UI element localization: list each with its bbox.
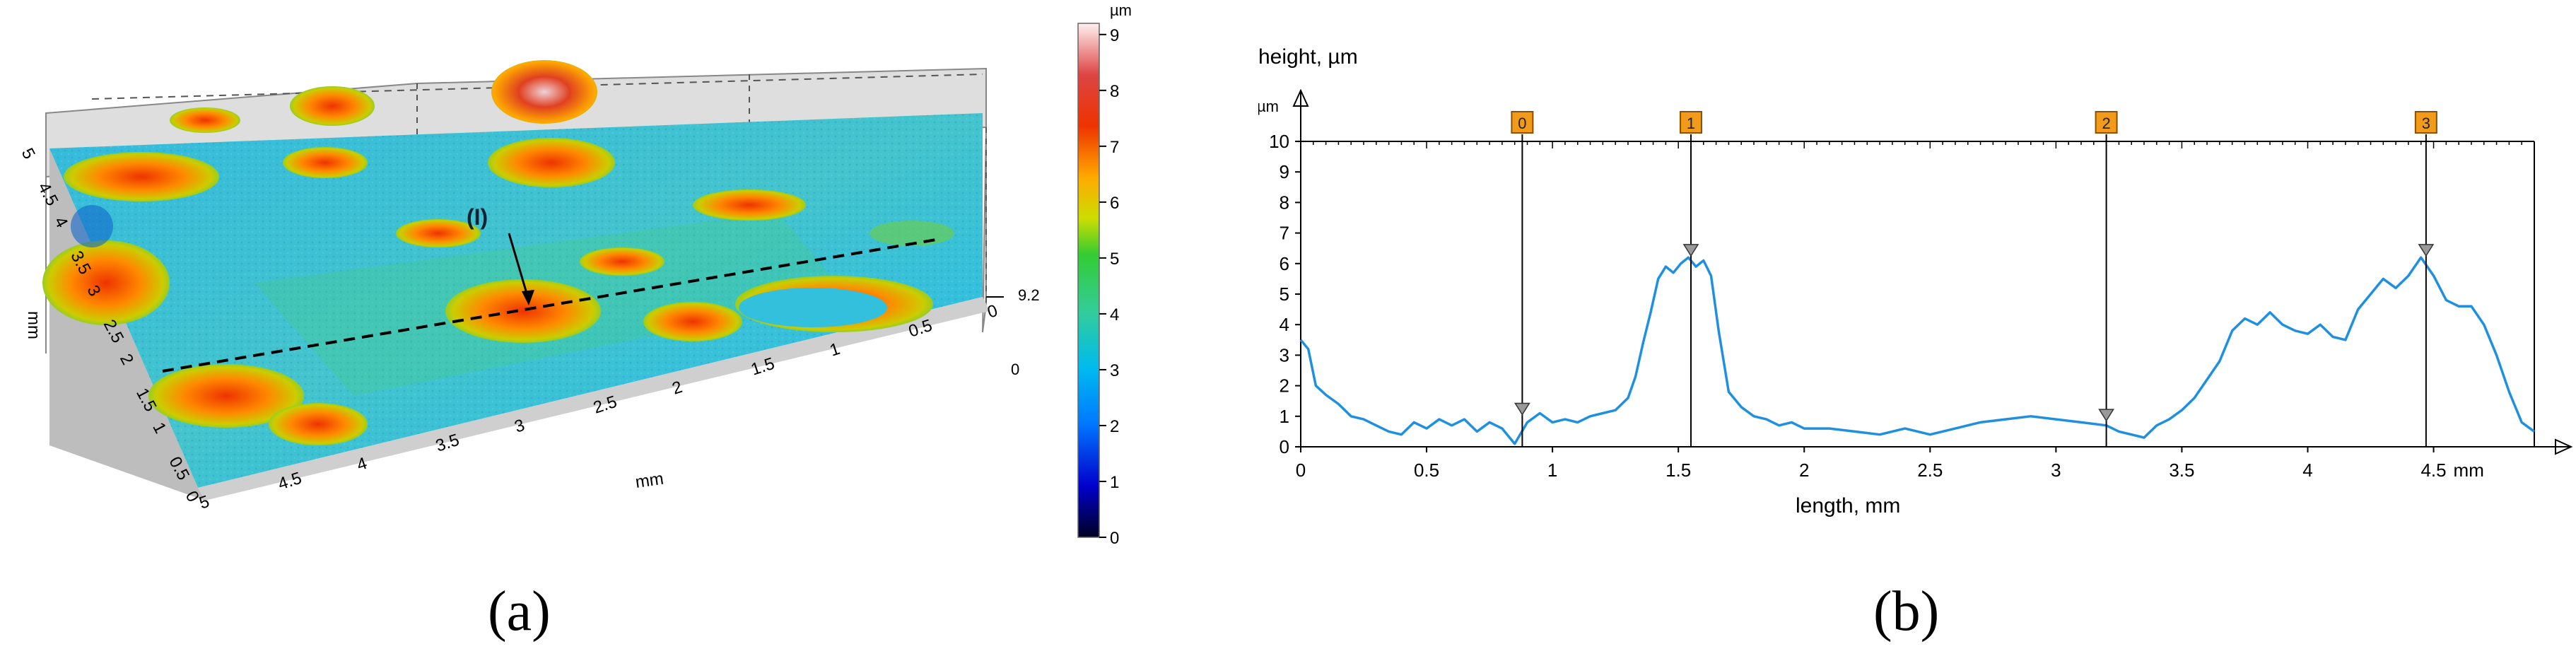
y-axis-arrow [1292,88,1309,107]
colorbar-tick-label: 1 [1110,473,1119,492]
x-tick-label: 3 [2051,460,2061,481]
colorbar-tick-label: 5 [1110,250,1119,269]
y-tick-label: 2 [1280,375,1289,397]
colorbar-unit: µm [1110,1,1132,19]
colorbar-tick-label: 8 [1110,82,1119,101]
colorbar-tick-label: 9 [1110,26,1119,45]
x-tick-label: 3.5 [2169,460,2194,481]
marker-label: 3 [2422,115,2430,132]
marker-label: 0 [1518,115,1526,132]
plot-area: 0 1 2 3 4 5 6 7 8 9 10 0 0.5 1 1.5 2 2.5 3 3.5 4 4.5 mm 0 1 2 3 [1269,88,2573,481]
y-tick-label: 9 [1280,161,1289,182]
x-tick-label: 1.5 [1665,460,1691,481]
marker-triangle[interactable] [2098,409,2114,422]
x-axis-title: length, mm [1796,494,1900,517]
y-tick-label: 3 [1280,344,1289,365]
x-tick-label: 2.5 [1917,460,1943,481]
y-tick-label: 5 [1280,283,1289,305]
marker-badge[interactable] [2414,111,2437,134]
colorbar-tick-label: 4 [1110,305,1119,324]
front-axis-label: mm [634,469,665,492]
profile-annotation: (I) [467,204,488,230]
x-tick-label: 0 [1296,460,1306,481]
z-tick-min: 0 [1011,361,1019,378]
marker-triangle[interactable] [1514,402,1530,416]
left-axis-tick-label: 5 [18,145,39,162]
left-axis-label: mm [24,311,43,339]
y-tick-label: 7 [1280,223,1289,244]
surface-plateaus [42,60,954,445]
panel-label-a: (a) [488,580,551,643]
x-tick-label: 2 [1799,460,1809,481]
x-unit-label: mm [2454,460,2484,481]
marker-triangle[interactable] [1682,244,1699,257]
z-tick-max: 9.2 [1018,286,1040,304]
front-axis-tick-label: 0 [985,301,1000,322]
x-axis-arrow [2555,438,2573,455]
colorbar-tick-label: 3 [1110,361,1119,380]
height-profile-line [1299,256,2536,445]
marker-label: 2 [2102,115,2110,132]
marker-badge[interactable] [1679,111,1702,134]
panel-label-b: (b) [1873,580,1940,643]
x-tick-label: 4 [2302,460,2312,481]
chart-title: height, µm [1258,45,1358,69]
y-tick-label: 8 [1280,192,1289,213]
colorbar: µm 0 1 2 3 4 5 6 7 8 9 [1077,1,1132,548]
marker-label: 1 [1687,115,1695,132]
y-tick-label: 6 [1280,253,1289,274]
y-tick-label: 4 [1280,314,1289,335]
colorbar-tick-label: 0 [1110,529,1119,548]
surface-plane: (I) [42,60,990,501]
y-tick-label: 0 [1280,436,1289,457]
y-unit-label: µm [1258,98,1279,115]
surface-3d-chart: (I) 54.543.532.521.510.50 00.511.522.533… [18,1,1132,548]
marker-triangle[interactable] [2418,244,2435,257]
colorbar-ticks: 0 1 2 3 4 5 6 7 8 9 [1099,26,1119,548]
y-tick-label: 1 [1280,406,1289,427]
marker-badge[interactable] [1511,111,1534,134]
x-tick-label: 4.5 [2420,460,2446,481]
x-tick-label: 1 [1547,460,1557,481]
colorbar-tick-label: 2 [1110,417,1119,436]
x-tick-label: 0.5 [1414,460,1439,481]
marker-badge[interactable] [2095,111,2118,134]
y-tick-label: 10 [1269,131,1289,152]
colorbar-tick-label: 6 [1110,194,1119,213]
colorbar-tick-label: 7 [1110,138,1119,157]
